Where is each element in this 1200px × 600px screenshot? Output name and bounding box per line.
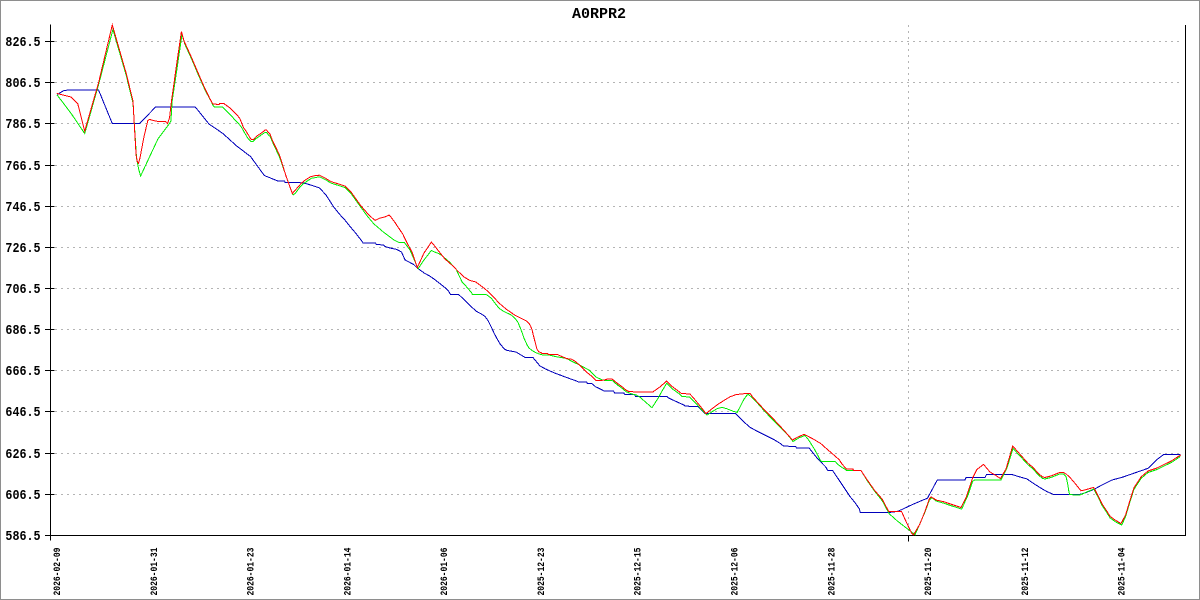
svg-text:686.5: 686.5	[5, 324, 40, 339]
svg-text:646.5: 646.5	[5, 406, 40, 421]
svg-text:2026-01-31: 2026-01-31	[148, 547, 160, 595]
svg-text:2025-11-28: 2025-11-28	[825, 547, 837, 595]
svg-text:2025-11-12: 2025-11-12	[1019, 547, 1031, 595]
svg-text:2026-02-09: 2026-02-09	[51, 548, 63, 596]
svg-text:626.5: 626.5	[5, 448, 40, 463]
svg-text:726.5: 726.5	[5, 242, 40, 257]
svg-text:666.5: 666.5	[5, 365, 40, 380]
svg-text:2025-11-04: 2025-11-04	[1116, 547, 1128, 595]
svg-text:826.5: 826.5	[5, 36, 40, 51]
svg-text:2026-01-14: 2026-01-14	[341, 547, 353, 595]
svg-text:746.5: 746.5	[5, 201, 40, 216]
svg-text:786.5: 786.5	[5, 118, 40, 133]
svg-text:766.5: 766.5	[5, 160, 40, 175]
svg-text:A0RPR2: A0RPR2	[572, 6, 626, 23]
svg-text:806.5: 806.5	[5, 77, 40, 92]
svg-text:586.5: 586.5	[5, 530, 40, 545]
svg-text:606.5: 606.5	[5, 489, 40, 504]
svg-text:2026-01-23: 2026-01-23	[245, 547, 257, 595]
svg-text:706.5: 706.5	[5, 283, 40, 298]
svg-text:2026-01-06: 2026-01-06	[438, 547, 450, 595]
svg-text:2025-11-20: 2025-11-20	[922, 547, 934, 595]
svg-text:2025-12-23: 2025-12-23	[535, 547, 547, 595]
svg-text:2025-12-15: 2025-12-15	[632, 547, 644, 595]
svg-text:2025-12-06: 2025-12-06	[729, 547, 741, 595]
